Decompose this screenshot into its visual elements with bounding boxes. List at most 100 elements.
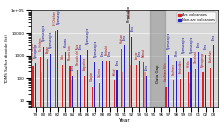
Text: Nyamuragira: Nyamuragira: [86, 27, 90, 44]
Text: Mauna Loa: Mauna Loa: [68, 45, 72, 60]
Bar: [77, 70, 78, 131]
Text: Redoubt: Redoubt: [105, 44, 109, 55]
Text: Kilauea: Kilauea: [64, 37, 68, 47]
Text: Soufriere Hills: Soufriere Hills: [164, 63, 168, 81]
Bar: [195, 69, 196, 131]
Bar: [87, 50, 88, 131]
Text: Nyiragongo: Nyiragongo: [34, 42, 38, 58]
Text: Nyamuragira: Nyamuragira: [42, 24, 46, 41]
Legend: Arc volcanoes, Non-arc volcanoes: Arc volcanoes, Non-arc volcanoes: [177, 12, 216, 23]
Text: Nyamuragira: Nyamuragira: [93, 39, 97, 57]
Bar: [71, 80, 72, 131]
Bar: [41, 72, 42, 131]
Text: Cleveland: Cleveland: [194, 50, 198, 63]
Bar: [205, 55, 206, 131]
Bar: [35, 63, 36, 131]
Text: Nyamuragira: Nyamuragira: [189, 35, 193, 53]
Text: Etna: Etna: [101, 50, 105, 56]
Text: Shishaldin: Shishaldin: [179, 60, 183, 73]
Bar: [114, 80, 115, 131]
Bar: [57, 30, 59, 131]
Bar: [109, 61, 110, 131]
Text: Hekla: Hekla: [186, 59, 190, 67]
Bar: [136, 65, 137, 131]
Bar: [69, 66, 71, 131]
Text: Colo: Colo: [61, 53, 65, 59]
Bar: [168, 55, 169, 131]
Text: Etna: Etna: [79, 43, 82, 49]
Bar: [102, 61, 103, 131]
Text: Ollagüe: Ollagüe: [90, 71, 94, 81]
Text: Pinatubo: Pinatubo: [127, 4, 131, 22]
Text: Etna: Etna: [197, 40, 201, 47]
Bar: [80, 55, 81, 131]
Text: Etna: Etna: [123, 34, 127, 40]
Bar: [84, 76, 85, 131]
Bar: [146, 76, 147, 131]
Text: Soufriere: Soufriere: [172, 62, 176, 75]
Text: Pinatubo: Pinatubo: [127, 7, 131, 18]
Text: Nyamuragira: Nyamuragira: [167, 32, 171, 49]
Bar: [122, 72, 123, 131]
X-axis label: Year: Year: [119, 118, 130, 123]
Bar: [47, 59, 48, 131]
Bar: [130, 65, 131, 131]
Y-axis label: TOMS Sulfur dioxide (kt): TOMS Sulfur dioxide (kt): [6, 34, 9, 84]
Text: Etna: Etna: [130, 25, 134, 31]
Bar: [117, 70, 118, 131]
Bar: [62, 65, 63, 131]
Text: Etna: Etna: [108, 50, 112, 56]
Bar: [143, 62, 145, 131]
Bar: [189, 83, 190, 131]
Bar: [99, 83, 100, 131]
Bar: [198, 52, 199, 131]
Text: Nyamuragira: Nyamuragira: [56, 7, 60, 24]
Bar: [50, 54, 51, 131]
Bar: [213, 45, 214, 131]
Text: Nevado del Ruiz: Nevado del Ruiz: [75, 43, 79, 65]
Bar: [210, 68, 211, 131]
Bar: [106, 61, 108, 131]
Bar: [43, 47, 44, 131]
Bar: [183, 58, 184, 131]
Text: Lascar: Lascar: [135, 51, 139, 59]
Text: Etna: Etna: [71, 64, 75, 70]
Text: Etna: Etna: [212, 34, 216, 40]
Bar: [121, 49, 122, 131]
Text: Anatahan: Anatahan: [209, 49, 213, 62]
Text: Nyamuragira: Nyamuragira: [49, 31, 53, 48]
Bar: [202, 72, 204, 131]
Text: Nyamuragira: Nyamuragira: [182, 35, 186, 53]
Bar: [150, 10, 165, 107]
Text: St. Helens: St. Helens: [38, 37, 42, 51]
Text: Rabaul: Rabaul: [142, 47, 146, 57]
Bar: [94, 62, 95, 131]
Bar: [165, 87, 167, 131]
Text: Etna: Etna: [116, 59, 119, 65]
Bar: [65, 52, 66, 131]
Text: Augustine: Augustine: [83, 56, 87, 70]
Bar: [180, 79, 181, 131]
Bar: [40, 57, 41, 131]
Bar: [190, 58, 192, 131]
Text: Sierra Negra: Sierra Negra: [31, 43, 35, 60]
Bar: [128, 24, 130, 131]
Text: Hudson: Hudson: [120, 33, 124, 43]
Bar: [188, 72, 189, 131]
Bar: [173, 80, 174, 131]
Text: Nyiragongo: Nyiragongo: [201, 51, 205, 67]
Text: Data Gap: Data Gap: [156, 65, 160, 83]
Bar: [139, 61, 140, 131]
Bar: [72, 76, 73, 131]
Text: Kelud: Kelud: [112, 67, 116, 75]
Text: Etna: Etna: [204, 43, 208, 49]
Text: Piton: Piton: [175, 49, 179, 56]
Bar: [131, 37, 132, 131]
Bar: [33, 66, 34, 131]
Bar: [176, 61, 177, 131]
Text: Galeras: Galeras: [98, 67, 102, 77]
Text: Etna: Etna: [145, 64, 149, 70]
Bar: [92, 87, 93, 131]
Text: El Chichon: El Chichon: [53, 12, 57, 26]
Text: Etna: Etna: [138, 50, 142, 56]
